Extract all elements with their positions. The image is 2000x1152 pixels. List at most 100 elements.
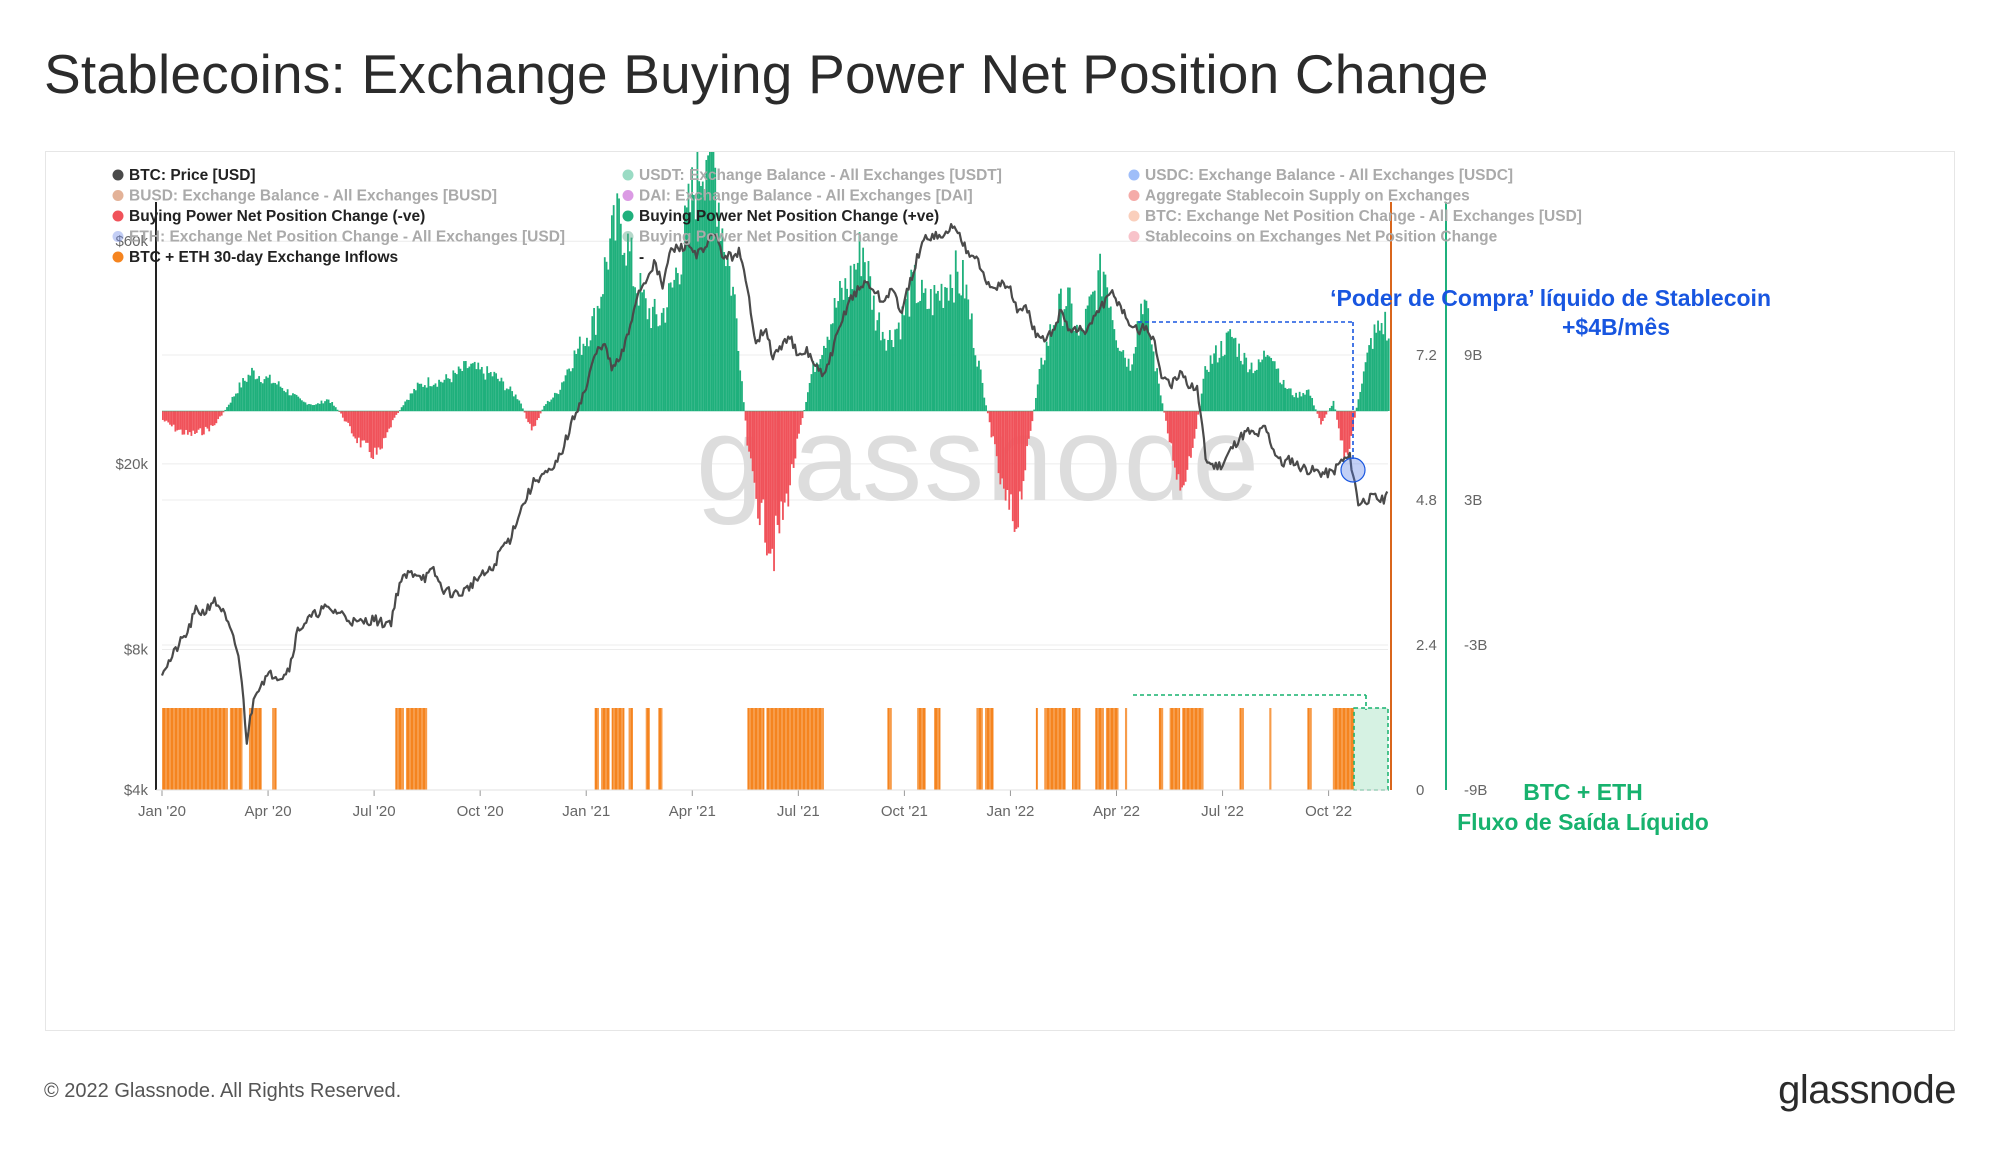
bar-positive	[322, 403, 325, 411]
y-left-tick-label: $60k	[115, 233, 148, 250]
bar-positive	[309, 404, 312, 411]
bar-positive	[1127, 358, 1130, 411]
x-tick-label: Oct '22	[1305, 803, 1352, 820]
bar-positive	[869, 276, 872, 411]
bar-negative	[1318, 411, 1321, 419]
bar-positive	[577, 348, 579, 411]
bar-negative	[1325, 411, 1328, 415]
bar-positive	[965, 284, 968, 411]
bar-negative	[537, 411, 540, 419]
axes: $4k $8k $20k $60k 0 2.4 4.8 7.2 -9B -3B 3B 9B Jan '2…	[115, 202, 1487, 820]
bar-positive	[1152, 351, 1155, 411]
bar-positive	[831, 323, 834, 411]
bar-positive	[659, 325, 661, 411]
bar-positive	[447, 378, 449, 411]
x-tick-label: Oct '20	[457, 803, 504, 820]
bar-negative	[1027, 411, 1030, 439]
bar-positive	[830, 324, 832, 411]
bar-positive	[944, 287, 946, 411]
bar-positive	[1052, 325, 1055, 411]
bar-negative	[801, 411, 804, 419]
bar-negative	[1001, 411, 1003, 479]
bar-negative	[211, 411, 214, 426]
bar-negative	[361, 411, 364, 441]
bar-positive	[1054, 327, 1057, 411]
bar-negative	[199, 411, 202, 429]
bar-positive	[1093, 290, 1096, 411]
bar-positive	[1304, 394, 1306, 411]
bar-positive	[434, 383, 437, 411]
bar-positive	[1248, 369, 1251, 411]
bar-positive	[1222, 356, 1224, 411]
bar-negative	[1174, 411, 1176, 468]
bar-positive	[286, 389, 289, 411]
bar-positive	[448, 378, 451, 411]
bar-positive	[475, 369, 478, 411]
bar-negative	[1008, 411, 1011, 510]
bar-positive	[908, 316, 911, 411]
bar-positive	[897, 322, 900, 411]
bar-positive	[1117, 347, 1119, 411]
bar-positive	[1284, 387, 1287, 411]
inflow-span	[747, 708, 765, 790]
bar-negative	[183, 411, 186, 435]
inflows-series	[161, 707, 1389, 791]
bar-positive	[917, 302, 920, 411]
bar-positive	[821, 355, 824, 411]
bar-negative	[783, 411, 786, 503]
bar-positive	[856, 262, 859, 411]
bar-positive	[614, 240, 617, 411]
bar-positive	[1134, 347, 1137, 411]
inflow-span	[248, 708, 262, 790]
bar-positive	[610, 215, 613, 411]
bar-positive	[701, 181, 704, 411]
bar-negative	[1022, 411, 1025, 482]
bar-positive	[627, 233, 629, 411]
bar-positive	[978, 360, 980, 411]
bar-negative	[377, 411, 380, 448]
bar-positive	[247, 374, 250, 411]
bar-negative	[762, 411, 765, 500]
bar-positive	[236, 393, 239, 411]
bar-positive	[1361, 383, 1363, 411]
bar-positive	[833, 298, 836, 411]
bar-positive	[284, 392, 287, 411]
bar-positive	[1113, 329, 1116, 411]
bar-negative	[751, 411, 754, 472]
inflow-span	[1332, 708, 1355, 790]
bar-positive	[1261, 359, 1264, 411]
bar-positive	[616, 193, 619, 411]
bar-positive	[669, 282, 672, 411]
bar-positive	[324, 401, 326, 411]
bar-positive	[272, 382, 275, 411]
bar-negative	[186, 411, 189, 435]
bar-positive	[513, 396, 515, 411]
bar-positive	[692, 194, 695, 411]
bar-positive	[427, 377, 430, 411]
bar-negative	[1019, 411, 1021, 492]
bar-positive	[896, 328, 898, 411]
bar-positive	[1143, 299, 1146, 411]
bar-negative	[1353, 411, 1356, 418]
bar-positive	[912, 272, 914, 411]
bar-negative	[388, 411, 391, 429]
bar-positive	[1131, 364, 1134, 411]
bar-negative	[767, 411, 770, 554]
bar-positive	[1307, 389, 1310, 411]
bar-negative	[1011, 411, 1014, 522]
bar-positive	[1272, 361, 1274, 411]
bar-positive	[733, 294, 736, 411]
bar-positive	[901, 306, 904, 411]
bar-negative	[206, 411, 209, 429]
annotation-green-line1: BTC + ETH	[1523, 779, 1642, 805]
bar-positive	[596, 305, 599, 411]
inflow-span	[934, 708, 941, 790]
bar-positive	[810, 374, 813, 411]
y-right-tick-label: 0	[1416, 782, 1424, 799]
bar-positive	[913, 264, 916, 411]
bar-positive	[1232, 338, 1235, 411]
bar-positive	[1088, 296, 1091, 411]
bar-negative	[1013, 411, 1016, 532]
bar-positive	[862, 247, 865, 411]
bar-positive	[817, 364, 820, 411]
